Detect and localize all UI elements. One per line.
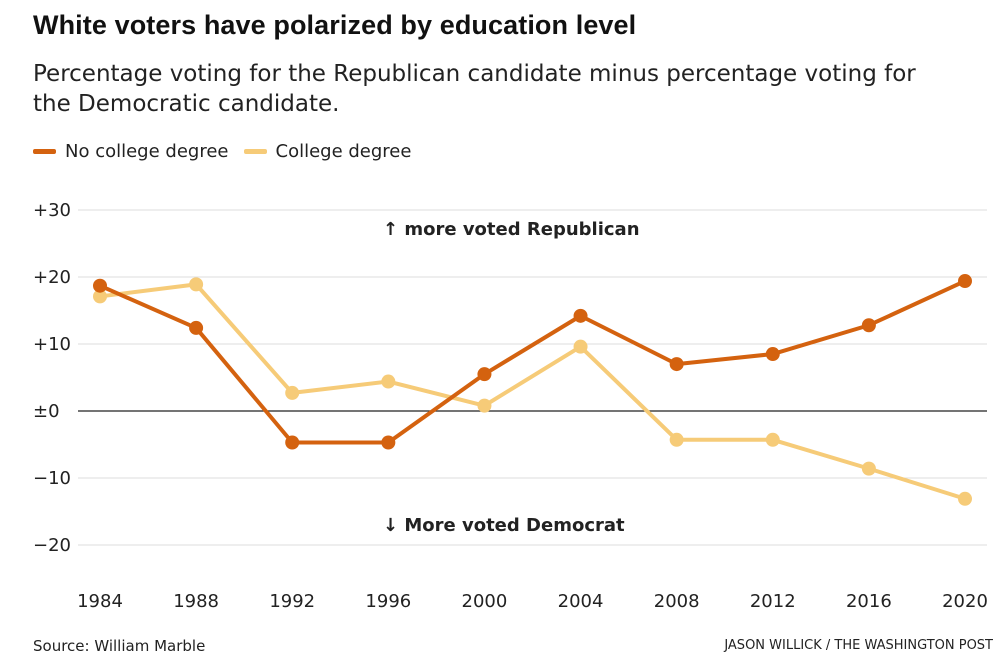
x-tick-label: 1996 <box>365 591 411 612</box>
data-point <box>189 320 204 335</box>
annotation-republican: ↑ more voted Republican <box>383 219 640 240</box>
data-point <box>861 318 876 333</box>
data-point <box>381 435 396 450</box>
series-line <box>98 279 967 445</box>
data-point <box>381 374 396 389</box>
chart-title: White voters have polarized by education… <box>33 10 637 40</box>
legend-label-no-college: No college degree <box>65 141 229 162</box>
x-axis-ticks: 1984 1988 1992 1996 2000 2004 2008 2012 2016 2020 <box>77 591 988 612</box>
data-point <box>285 435 300 450</box>
y-tick-label: +20 <box>33 267 71 288</box>
y-axis-ticks: +30 +20 +10 ±0 −10 −20 <box>33 200 71 556</box>
credit-note: JASON WILLICK / THE WASHINGTON POST <box>724 638 993 653</box>
annotation-democrat: ↓ More voted Democrat <box>383 515 625 536</box>
data-point <box>765 432 780 447</box>
data-point <box>93 278 107 293</box>
series-line <box>98 282 967 501</box>
data-point <box>573 339 588 354</box>
series-no-college-degree <box>93 274 972 450</box>
data-point <box>285 385 300 400</box>
x-tick-label: 2000 <box>462 591 508 612</box>
y-tick-label: −10 <box>33 468 71 489</box>
x-tick-label: 2012 <box>750 591 796 612</box>
series-group <box>93 274 972 506</box>
y-tick-label: +10 <box>33 334 71 355</box>
x-tick-label: 2016 <box>846 591 892 612</box>
chart-subtitle: Percentage voting for the Republican can… <box>33 61 916 117</box>
data-point <box>573 308 588 323</box>
data-point <box>93 289 107 304</box>
legend: No college degree College degree <box>33 141 426 162</box>
data-point <box>477 398 492 413</box>
series-college-degree <box>93 277 972 506</box>
source-note: Source: William Marble <box>33 637 206 655</box>
data-point <box>958 274 972 289</box>
x-tick-label: 1992 <box>269 591 315 612</box>
x-tick-label: 2020 <box>942 591 988 612</box>
data-point <box>765 347 780 362</box>
x-tick-label: 2004 <box>558 591 604 612</box>
legend-label-college: College degree <box>275 141 412 162</box>
legend-item-no-college: No college degree <box>33 141 229 162</box>
legend-item-college: College degree <box>243 141 412 162</box>
data-point <box>861 461 876 476</box>
legend-swatch-college <box>243 149 267 154</box>
data-point <box>669 432 684 447</box>
x-tick-label: 2008 <box>654 591 700 612</box>
x-tick-label: 1988 <box>173 591 219 612</box>
y-tick-label: ±0 <box>33 401 60 422</box>
data-point <box>958 491 972 506</box>
y-tick-label: +30 <box>33 200 71 221</box>
y-tick-label: −20 <box>33 535 71 556</box>
data-point <box>477 367 492 382</box>
x-tick-label: 1984 <box>77 591 123 612</box>
data-point <box>669 357 684 372</box>
legend-swatch-no-college <box>33 149 56 154</box>
data-point <box>189 277 204 292</box>
